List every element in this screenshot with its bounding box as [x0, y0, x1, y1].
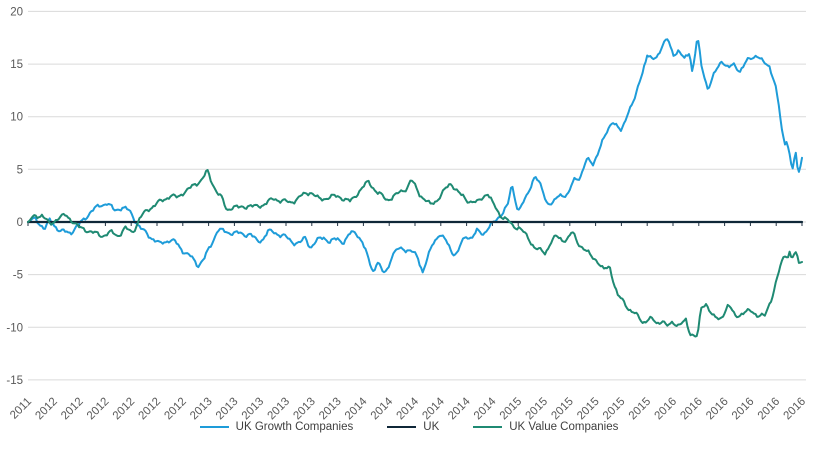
y-tick-label: -5: [13, 270, 23, 282]
x-tick-label: 2015: [601, 396, 628, 423]
x-tick-label: 2013: [214, 396, 241, 423]
x-tick-label: 2016: [678, 396, 705, 423]
legend-item-uk: UK: [387, 421, 439, 433]
series-lines: [26, 38, 804, 338]
y-axis-labels: 20 15 10 5 0 -5 -10 -15: [6, 6, 23, 387]
series-line-uk-value-companies: [27, 169, 803, 338]
y-tick-label: -10: [6, 322, 23, 334]
x-tick-label: 2016: [653, 396, 680, 423]
x-tick-label: 2015: [575, 396, 602, 423]
x-tick-label: 2013: [291, 396, 318, 423]
y-tick-label: 5: [17, 164, 23, 176]
x-tick-label: 2012: [33, 396, 60, 423]
legend-item-uk-value-companies: UK Value Companies: [473, 421, 618, 433]
x-tick-label: 2015: [549, 396, 576, 423]
y-tick-label: 0: [17, 217, 23, 229]
gridlines: [28, 10, 806, 381]
legend-line-swatch-uk: [387, 426, 417, 428]
x-axis: 2011 2012 2012 2012 2012 2012 2012 2013 2013 2013…: [8, 222, 808, 422]
legend-item-uk-growth-companies: UK Growth Companies: [199, 421, 354, 433]
x-tick-label: 2016: [756, 396, 783, 423]
x-tick-label: 2012: [137, 396, 164, 423]
legend-label: UK Value Companies: [509, 421, 619, 433]
x-tick-label: 2014: [446, 395, 473, 422]
x-tick-label: 2013: [266, 396, 293, 423]
series-line-uk-growth-companies: [27, 38, 803, 274]
x-tick-label: 2014: [420, 395, 447, 422]
x-tick-label: 2014: [472, 395, 499, 422]
x-tick-label: 2012: [85, 396, 112, 423]
x-tick-label: 2015: [524, 396, 551, 423]
x-tick-label: 2016: [730, 396, 757, 423]
x-tick-label: 2013: [188, 396, 215, 423]
x-tick-label: 2011: [8, 396, 34, 422]
y-tick-label: 15: [10, 59, 23, 71]
x-tick-label: 2013: [240, 396, 267, 423]
x-tick-label: 2012: [59, 396, 86, 423]
y-tick-label: -15: [6, 375, 23, 387]
chart-legend: UK Growth Companies UK UK Value Companie…: [0, 421, 818, 433]
x-tick-label: 2016: [782, 396, 809, 423]
x-tick-label: 2016: [704, 396, 731, 423]
x-tick-label: 2012: [111, 396, 138, 423]
y-tick-label: 20: [10, 6, 23, 18]
y-tick-label: 10: [10, 112, 23, 124]
x-tick-label: 2014: [343, 395, 370, 422]
legend-line-swatch-uk-value: [473, 426, 503, 428]
x-tick-label: 2014: [369, 395, 396, 422]
x-tick-label: 2015: [498, 396, 525, 423]
legend-label: UK Growth Companies: [235, 421, 354, 433]
x-tick-label: 2013: [317, 396, 344, 423]
x-tick-label: 2015: [627, 396, 654, 423]
legend-label: UK: [423, 421, 440, 433]
legend-line-swatch-uk-growth: [199, 426, 229, 428]
x-tick-label: 2014: [395, 395, 422, 422]
x-tick-label: 2012: [162, 396, 189, 423]
